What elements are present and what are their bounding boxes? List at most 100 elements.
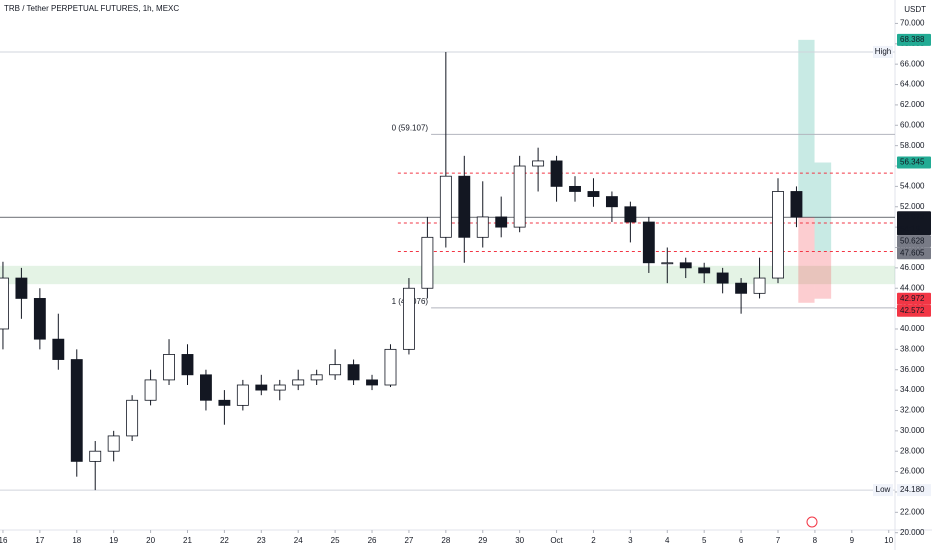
price-label: 68.388 (900, 35, 925, 44)
candle-body (569, 185, 581, 192)
candle-body (255, 384, 268, 391)
price-badge (897, 304, 931, 317)
candle-body (605, 196, 618, 208)
y-tick-label: 66.000 (900, 59, 925, 68)
fib-label: 0 (59.107) (392, 123, 429, 132)
position-zone (814, 162, 832, 252)
candle-body (273, 384, 286, 391)
low-value-label: 24.180 (900, 485, 925, 494)
candle-body (33, 298, 46, 340)
candle-body (735, 282, 748, 294)
x-tick-label: 21 (183, 536, 192, 545)
candle-body (181, 354, 194, 376)
candle-body (70, 359, 83, 462)
support-zone (0, 265, 895, 285)
y-tick-label: 28.000 (900, 446, 925, 455)
candle-body (439, 175, 452, 238)
candle-body (421, 236, 434, 289)
countdown: 54:19 (900, 224, 921, 233)
price-badge (897, 156, 931, 169)
candle-body (402, 287, 415, 350)
price-badge (897, 247, 931, 260)
candle-body (790, 191, 803, 218)
x-tick-label: 2 (591, 536, 596, 545)
candle-body (772, 191, 784, 279)
candle-body (716, 272, 729, 284)
candle-body (550, 160, 563, 187)
y-tick-label: 58.000 (900, 141, 925, 150)
candle-body (476, 216, 489, 238)
y-tick-label: 30.000 (900, 426, 925, 435)
price-label: 56.345 (900, 158, 925, 167)
x-tick-label: 16 (0, 536, 8, 545)
candle-body (126, 399, 139, 437)
position-zone (798, 39, 815, 218)
price-label: 42.572 (900, 306, 925, 315)
candle-body (329, 364, 342, 376)
low-label: Low (876, 485, 891, 494)
candle-body (661, 262, 674, 265)
candle-body (144, 379, 157, 401)
candle-body (236, 384, 249, 406)
y-tick-label: 64.000 (900, 80, 925, 89)
x-tick-label: 8 (813, 536, 818, 545)
price-label: 47.605 (900, 248, 925, 257)
price-label: 50.972 (900, 212, 925, 221)
x-tick-label: 18 (72, 536, 81, 545)
candle-body (15, 277, 28, 299)
currency: USDT (904, 5, 926, 14)
y-tick-label: 52.000 (900, 202, 925, 211)
low-badge (873, 484, 893, 497)
candle-body (107, 435, 120, 452)
y-tick-label: 20.000 (900, 528, 925, 537)
event-icon[interactable] (806, 516, 818, 528)
candle-body (532, 160, 545, 167)
candle-body (310, 374, 323, 381)
x-tick-label: 30 (515, 536, 524, 545)
candle-body (384, 348, 397, 386)
candle-body (163, 354, 175, 381)
x-tick-label: 24 (294, 536, 303, 545)
y-tick-label: 22.000 (900, 507, 925, 516)
x-tick-label: 27 (404, 536, 413, 545)
x-tick-label: 20 (146, 536, 155, 545)
x-tick-label: 23 (257, 536, 266, 545)
candle-body (347, 364, 360, 381)
candle-body (679, 262, 692, 269)
x-tick-label: 26 (368, 536, 377, 545)
chart-title: TRB / Tether PERPETUAL FUTURES, 1h, MEXC (4, 4, 179, 13)
x-tick-label: 3 (628, 536, 633, 545)
high-label: High (875, 47, 891, 56)
y-tick-label: 62.000 (900, 100, 925, 109)
price-label: 42.972 (900, 294, 925, 303)
candle-body (218, 399, 231, 406)
x-tick-label: 28 (441, 536, 450, 545)
candle-body (52, 338, 65, 360)
y-tick-label: 44.000 (900, 283, 925, 292)
price-badge (897, 292, 931, 305)
candle-body (753, 277, 766, 294)
price-badge (897, 235, 931, 248)
y-tick-label: 54.000 (900, 181, 925, 190)
candle-body (292, 379, 305, 386)
y-tick-label: 70.000 (900, 19, 925, 28)
x-tick-label: 7 (776, 536, 781, 545)
x-tick-label: 22 (220, 536, 229, 545)
position-zone (798, 217, 815, 303)
y-tick-label: 36.000 (900, 365, 925, 374)
x-tick-label: 25 (331, 536, 340, 545)
price-label: 50.628 (900, 236, 925, 245)
candle-body (495, 216, 508, 228)
x-tick-label: 29 (478, 536, 487, 545)
y-tick-label: 40.000 (900, 324, 925, 333)
candle-body (89, 450, 102, 462)
y-tick-label: 38.000 (900, 344, 925, 353)
candle-body (200, 374, 212, 401)
high-badge (873, 45, 893, 58)
candle-body (698, 267, 711, 274)
candle-body (624, 206, 637, 223)
y-tick-label: 46.000 (900, 263, 925, 272)
candle-body (587, 191, 600, 197)
